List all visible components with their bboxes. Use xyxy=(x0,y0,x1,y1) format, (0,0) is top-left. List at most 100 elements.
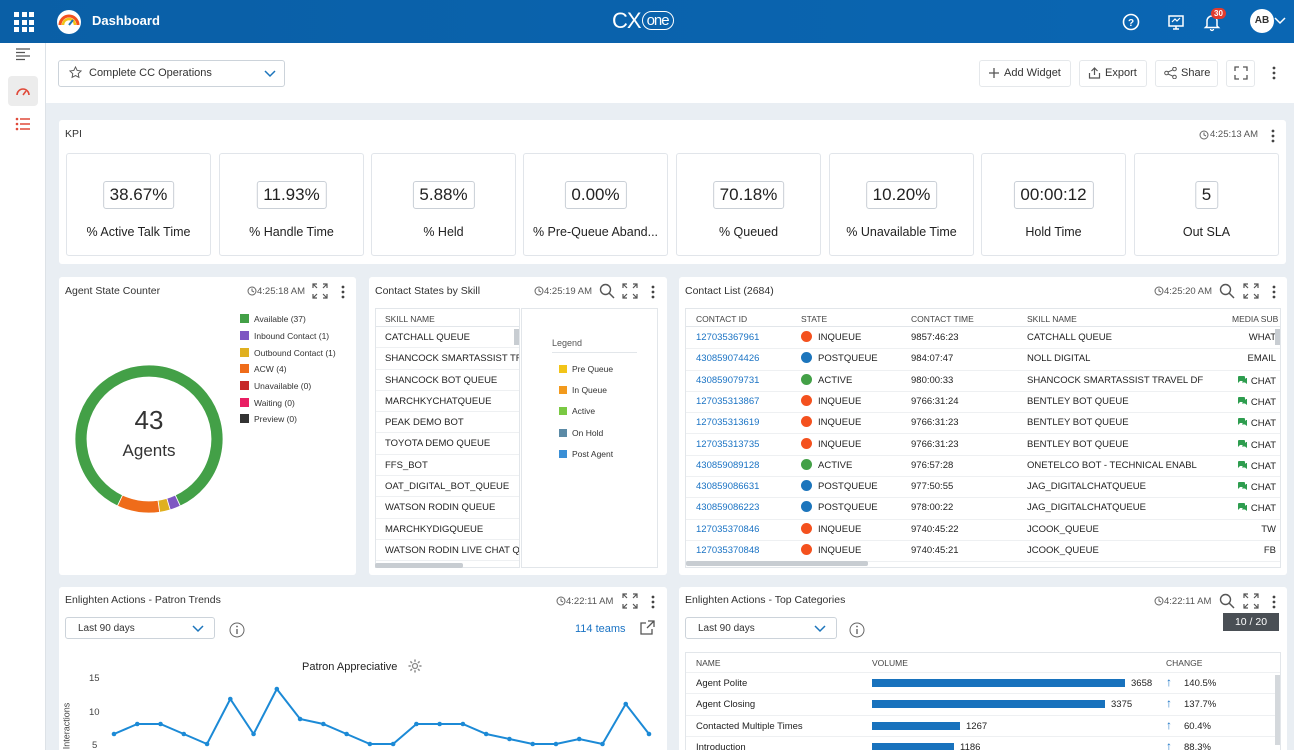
kpi-card[interactable]: 5 Out SLA xyxy=(1134,153,1279,256)
table-row[interactable]: 127035313867 INQUEUE 9766:31:24 BENTLEY BOT… xyxy=(686,392,1280,414)
column-header[interactable]: VOLUME xyxy=(872,658,908,668)
contact-id-link[interactable]: 127035367961 xyxy=(696,332,760,343)
table-row[interactable]: 430859089128 ACTIVE 976:57:28 ONETELCO BOT … xyxy=(686,456,1280,478)
kebab-menu-icon[interactable] xyxy=(1271,128,1275,144)
donut-segment[interactable] xyxy=(116,494,161,514)
skill-row[interactable]: MARCHKYDIGQUEUE xyxy=(376,519,519,540)
data-point[interactable] xyxy=(390,741,396,747)
data-point[interactable] xyxy=(530,741,535,747)
vertical-scrollbar[interactable] xyxy=(1275,329,1280,345)
data-point[interactable] xyxy=(204,741,210,747)
expand-icon[interactable] xyxy=(622,283,638,299)
contact-id-link[interactable]: 127035313867 xyxy=(696,395,760,407)
app-launcher-icon[interactable] xyxy=(14,12,34,32)
table-row[interactable]: 127035370848 INQUEUE 9740:45:21 JCOOK_QUEUE… xyxy=(686,541,1280,563)
data-point[interactable] xyxy=(483,731,489,737)
data-point[interactable] xyxy=(274,686,280,692)
data-point[interactable] xyxy=(646,731,652,737)
table-row[interactable]: Agent Closing 3375 ↑ 137.7% xyxy=(686,694,1280,716)
favorite-star-icon[interactable] xyxy=(69,66,82,79)
skill-row[interactable]: TOYOTA DEMO QUEUE xyxy=(376,433,519,455)
expand-icon[interactable] xyxy=(622,593,638,609)
kpi-card[interactable]: 0.00% % Pre-Queue Aband... xyxy=(523,153,668,256)
contact-id-link[interactable]: 430859089128 xyxy=(696,459,760,471)
data-point[interactable] xyxy=(181,731,187,737)
nav-list[interactable] xyxy=(8,109,38,139)
table-row[interactable]: Introduction 1186 ↑ 88.3% xyxy=(686,737,1280,750)
data-point[interactable] xyxy=(367,741,373,747)
nav-dashboard[interactable] xyxy=(8,76,38,106)
table-row[interactable]: 430859074426 POSTQUEUE 984:07:47 NOLL DIGIT… xyxy=(686,349,1280,371)
skill-list-scrollbar[interactable] xyxy=(514,329,519,345)
search-icon[interactable] xyxy=(1219,593,1235,609)
contact-id-link[interactable]: 430859074426 xyxy=(696,353,760,365)
kpi-card[interactable]: 00:00:12 Hold Time xyxy=(981,153,1126,256)
column-header[interactable]: CHANGE xyxy=(1166,658,1203,668)
info-icon[interactable] xyxy=(229,622,245,638)
data-point[interactable] xyxy=(344,731,349,737)
help-icon[interactable]: ? xyxy=(1121,12,1141,32)
kpi-card[interactable]: 70.18% % Queued xyxy=(676,153,821,256)
skill-row[interactable]: OAT_DIGITAL_BOT_QUEUE xyxy=(376,476,519,498)
user-menu-chevron-icon[interactable] xyxy=(1274,16,1286,26)
skill-row[interactable]: SHANCOCK BOT QUEUE xyxy=(376,370,519,391)
export-button[interactable]: Export xyxy=(1079,60,1147,87)
skill-row[interactable]: CATCHALL QUEUE xyxy=(376,327,519,349)
table-row[interactable]: Agent Polite 3658 ↑ 140.5% xyxy=(686,673,1280,695)
data-point[interactable] xyxy=(576,736,582,742)
table-row[interactable]: Contacted Multiple Times 1267 ↑ 60.4% xyxy=(686,716,1280,737)
open-external-icon[interactable] xyxy=(640,620,655,635)
data-point[interactable] xyxy=(553,741,559,747)
expand-icon[interactable] xyxy=(1243,283,1259,299)
skill-row[interactable]: MARCHKYCHATQUEUE xyxy=(376,391,519,413)
table-row[interactable]: 430859086223 POSTQUEUE 978:00:22 JAG_DIGITA… xyxy=(686,498,1280,520)
kebab-menu-icon[interactable] xyxy=(651,594,655,610)
kpi-card[interactable]: 10.20% % Unavailable Time xyxy=(829,153,974,256)
table-row[interactable]: 127035367961 INQUEUE 9857:46:23 CATCHALL QU… xyxy=(686,328,1280,350)
data-point[interactable] xyxy=(437,721,442,727)
period-select[interactable]: Last 90 days xyxy=(685,617,837,639)
skill-row[interactable]: PEAK DEMO BOT xyxy=(376,412,519,434)
table-row[interactable]: 127035313735 INQUEUE 9766:31:23 BENTLEY BOT… xyxy=(686,435,1280,456)
kebab-menu-icon[interactable] xyxy=(1272,284,1276,300)
column-header[interactable]: CONTACT ID xyxy=(696,314,748,324)
expand-icon[interactable] xyxy=(1243,593,1259,609)
data-point[interactable] xyxy=(460,721,466,727)
contact-id-link[interactable]: 127035313619 xyxy=(696,417,760,429)
contact-id-link[interactable]: 127035370848 xyxy=(696,545,760,556)
search-icon[interactable] xyxy=(1219,283,1235,299)
expand-icon[interactable] xyxy=(312,283,328,299)
horizontal-scrollbar[interactable] xyxy=(686,561,868,566)
more-options-button[interactable] xyxy=(1262,60,1288,87)
skill-row[interactable]: SHANCOCK SMARTASSIST TF xyxy=(376,348,519,370)
data-point[interactable] xyxy=(623,701,629,707)
kpi-card[interactable]: 5.88% % Held xyxy=(371,153,516,256)
column-header[interactable]: MEDIA SUB xyxy=(1232,314,1279,324)
table-row[interactable]: 430859086631 POSTQUEUE 977:50:55 JAG_DIGITA… xyxy=(686,477,1280,499)
contact-id-link[interactable]: 430859079731 xyxy=(696,374,760,386)
data-point[interactable] xyxy=(414,721,419,727)
contact-id-link[interactable]: 127035313735 xyxy=(696,438,760,450)
data-point[interactable] xyxy=(507,736,512,742)
data-point[interactable] xyxy=(158,721,163,727)
dashboard-select[interactable]: Complete CC Operations xyxy=(58,60,285,87)
table-row[interactable]: 127035313619 INQUEUE 9766:31:23 BENTLEY BOT… xyxy=(686,413,1280,435)
contact-id-link[interactable]: 430859086631 xyxy=(696,481,760,493)
donut-segment[interactable] xyxy=(74,364,224,507)
contact-id-link[interactable]: 430859086223 xyxy=(696,502,760,514)
data-point[interactable] xyxy=(321,721,326,727)
kebab-menu-icon[interactable] xyxy=(1272,594,1276,610)
column-header[interactable]: SKILL NAME xyxy=(1027,314,1077,324)
vertical-scrollbar[interactable] xyxy=(1275,675,1280,745)
search-icon[interactable] xyxy=(599,283,615,299)
column-header[interactable]: CONTACT TIME xyxy=(911,314,974,324)
share-button[interactable]: Share xyxy=(1155,60,1218,87)
period-select[interactable]: Last 90 days xyxy=(65,617,215,639)
column-header[interactable]: STATE xyxy=(801,314,828,324)
kebab-menu-icon[interactable] xyxy=(341,284,345,300)
add-widget-button[interactable]: Add Widget xyxy=(979,60,1071,87)
data-point[interactable] xyxy=(228,696,233,702)
agent-monitor-icon[interactable] xyxy=(1166,12,1186,32)
info-icon[interactable] xyxy=(849,622,865,638)
teams-link[interactable]: 114 teams xyxy=(575,623,626,635)
